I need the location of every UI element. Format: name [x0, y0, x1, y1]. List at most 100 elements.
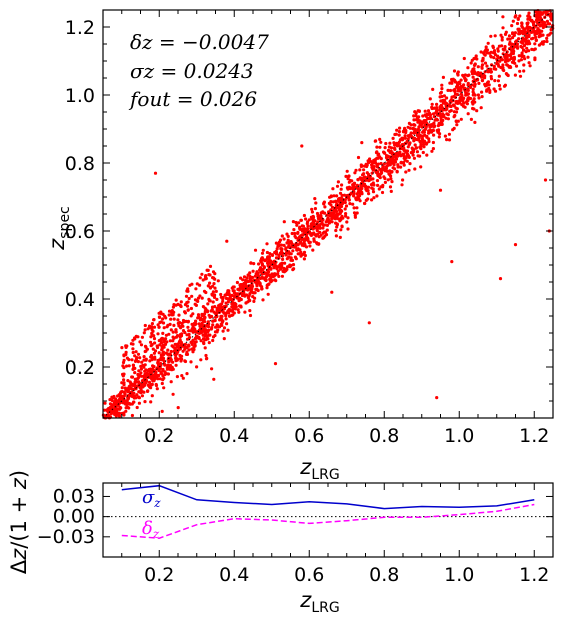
- scatter-point: [383, 180, 387, 184]
- scatter-point: [427, 139, 431, 144]
- delta-series-line: [121, 503, 535, 539]
- scatter-point: [533, 58, 537, 62]
- scatter-point: [367, 192, 371, 196]
- scatter-point: [266, 292, 270, 296]
- stat-sigma: σz = 0.0243: [130, 59, 254, 83]
- scatter-point: [452, 104, 456, 108]
- scatter-point: [533, 42, 537, 46]
- scatter-point: [406, 152, 410, 156]
- scatter-point: [418, 154, 422, 158]
- scatter-point: [481, 51, 486, 55]
- scatter-point: [528, 64, 532, 68]
- scatter-point: [155, 366, 159, 370]
- scatter-point: [463, 86, 467, 90]
- scatter-point: [438, 108, 442, 112]
- scatter-point: [212, 295, 217, 299]
- scatter-point: [473, 82, 477, 86]
- scatter-point: [339, 228, 343, 232]
- scatter-point: [142, 390, 146, 394]
- scatter-point: [417, 109, 421, 113]
- scatter-point: [531, 36, 535, 40]
- scatter-point: [245, 293, 249, 297]
- scatter-point: [506, 73, 510, 78]
- scatter-point: [176, 345, 181, 349]
- scatter-point: [236, 308, 240, 312]
- scatter-point: [546, 33, 550, 37]
- scatter-point: [301, 224, 305, 228]
- scatter-point: [334, 206, 338, 210]
- scatter-point: [477, 81, 481, 85]
- scatter-point: [150, 322, 154, 326]
- scatter-point: [179, 300, 183, 304]
- scatter-point: [161, 367, 165, 372]
- scatter-point: [253, 274, 257, 278]
- scatter-point: [195, 365, 199, 369]
- scatter-point: [171, 345, 175, 349]
- scatter-point: [345, 169, 349, 173]
- scatter-point: [265, 242, 269, 246]
- scatter-point: [395, 170, 399, 174]
- scatter-point: [282, 243, 286, 247]
- scatter-point: [218, 306, 222, 311]
- scatter-point: [197, 322, 201, 326]
- scatter-point: [355, 206, 359, 210]
- scatter-point: [287, 244, 291, 248]
- scatter-point: [499, 57, 503, 61]
- scatter-point: [533, 29, 537, 33]
- scatter-point: [497, 64, 501, 68]
- scatter-point: [398, 144, 402, 148]
- scatter-point: [201, 329, 205, 334]
- scatter-point: [232, 311, 236, 315]
- scatter-point: [522, 69, 526, 73]
- scatter-point: [295, 248, 299, 252]
- scatter-point: [167, 332, 171, 336]
- scatter-point: [212, 377, 216, 381]
- scatter-point: [313, 207, 317, 211]
- scatter-point: [114, 414, 118, 418]
- scatter-point: [171, 339, 175, 343]
- scatter-point: [321, 218, 325, 222]
- scatter-point: [432, 121, 436, 125]
- residual-y-tick-labels: 0.030.00−0.03: [37, 485, 95, 547]
- scatter-point: [518, 31, 522, 36]
- scatter-point: [352, 194, 356, 198]
- scatter-point: [335, 194, 339, 198]
- scatter-point: [120, 386, 124, 390]
- scatter-point: [306, 220, 310, 224]
- y-tick-label: 0.4: [65, 289, 95, 311]
- scatter-point: [156, 323, 160, 327]
- scatter-point: [473, 120, 477, 124]
- scatter-point: [403, 136, 407, 140]
- scatter-point: [189, 306, 193, 311]
- scatter-point: [164, 351, 168, 355]
- scatter-point: [314, 201, 318, 205]
- scatter-point: [464, 91, 468, 95]
- scatter-point: [370, 163, 374, 167]
- scatter-point: [542, 40, 546, 44]
- scatter-point: [477, 73, 481, 77]
- scatter-point: [429, 116, 433, 120]
- scatter-point: [380, 190, 385, 195]
- scatter-point: [155, 373, 160, 377]
- scatter-point: [391, 166, 395, 170]
- scatter-point: [508, 37, 512, 41]
- scatter-point: [222, 326, 227, 330]
- scatter-point: [242, 286, 246, 290]
- scatter-point: [480, 66, 484, 70]
- x-tick-label: 0.6: [294, 425, 324, 447]
- scatter-point: [483, 82, 487, 86]
- scatter-point: [190, 342, 194, 346]
- scatter-point: [469, 61, 473, 65]
- scatter-point: [168, 339, 172, 343]
- scatter-point: [480, 95, 484, 99]
- scatter-point: [510, 36, 515, 40]
- scatter-point: [167, 309, 172, 313]
- scatter-point: [534, 10, 538, 14]
- scatter-point: [318, 226, 322, 230]
- scatter-point: [292, 228, 296, 232]
- scatter-point: [180, 374, 184, 378]
- scatter-point: [459, 117, 463, 121]
- scatter-point: [522, 44, 527, 48]
- scatter-point: [281, 269, 285, 273]
- scatter-point: [395, 141, 399, 145]
